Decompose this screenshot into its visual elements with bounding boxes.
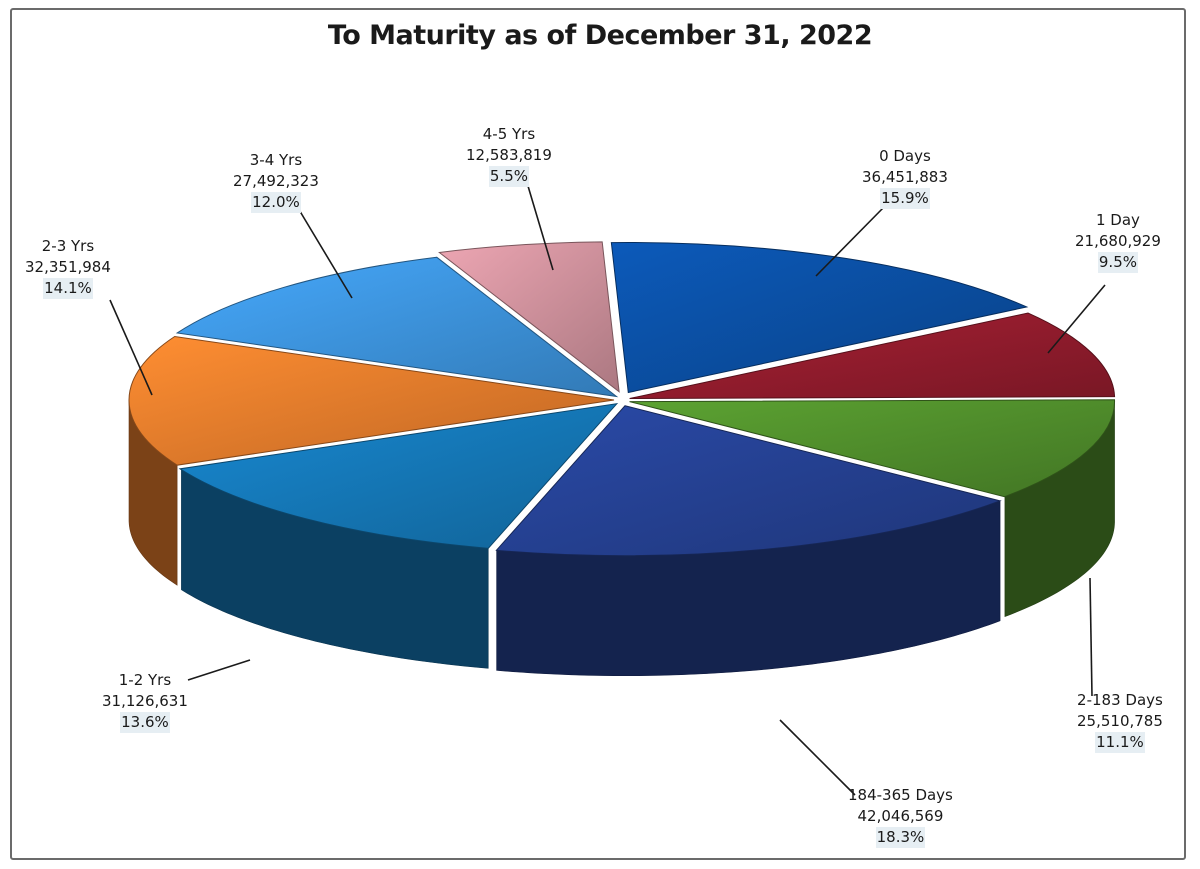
slice-label-name: 1 Day [1095,211,1140,229]
slice-label-value: 27,492,323 [233,172,319,190]
slice-label-name: 2-183 Days [1077,691,1163,709]
slice-2-3-yrs [128,335,615,466]
slice-label-4-5-yrs: 4-5 Yrs 12,583,819 5.5% [466,124,552,187]
slice-2-183-days [629,399,1116,498]
leader-line-3 [779,719,856,796]
slice-label-value: 12,583,819 [466,146,552,164]
slice-0-days [610,241,1029,394]
slice-label-percent: 13.6% [120,712,170,733]
slice-label-3-4-yrs: 3-4 Yrs 27,492,323 12.0% [233,150,319,213]
leader-line-7 [527,185,554,271]
slice-label-value: 32,351,984 [25,258,111,276]
slice-label-name: 2-3 Yrs [41,237,95,255]
leader-lines [109,185,1106,796]
slice-label-2-183-days: 2-183 Days 25,510,785 11.1% [1077,690,1163,753]
slice-label-name: 3-4 Yrs [249,151,303,169]
slice-label-184-365-days: 184-365 Days 42,046,569 18.3% [848,785,953,848]
slice-label-name: 4-5 Yrs [482,125,536,143]
slice-184-365-days [495,405,1002,557]
slice-label-percent: 18.3% [875,827,926,848]
slice-label-2-3-yrs: 2-3 Yrs 32,351,984 14.1% [25,236,111,299]
chart-border [10,8,1186,860]
leader-line-6 [297,207,353,299]
slice-label-1-2-yrs: 1-2 Yrs 31,126,631 13.6% [102,670,188,733]
slice-label-percent: 14.1% [43,278,93,299]
slice-label-percent: 9.5% [1097,252,1138,273]
slice-label-0-days: 0 Days 36,451,883 15.9% [862,146,948,209]
slice-label-value: 36,451,883 [862,168,948,186]
slice-label-value: 42,046,569 [857,807,944,825]
leader-line-2 [1089,577,1093,697]
slice-label-value: 21,680,929 [1075,232,1161,250]
pie-tops [128,241,1116,557]
leader-line-4 [187,659,251,681]
leader-line-0 [815,205,886,277]
slice-label-1-day: 1 Day 21,680,929 9.5% [1075,210,1161,273]
slice-3-4-yrs [175,256,619,398]
slice-label-value: 25,510,785 [1077,712,1163,730]
slice-1-day [629,312,1116,400]
slice-label-percent: 15.9% [880,188,930,209]
pie-sides [128,400,1115,677]
leader-line-5 [109,299,153,396]
leader-line-1 [1047,284,1106,354]
slice-label-percent: 5.5% [488,166,529,187]
slice-label-name: 0 Days [879,147,931,165]
slice-4-5-yrs [438,241,620,393]
slice-label-percent: 11.1% [1095,732,1145,753]
slice-label-name: 1-2 Yrs [118,671,172,689]
slice-label-name: 184-365 Days [848,786,953,804]
chart-title: To Maturity as of December 31, 2022 [327,20,873,51]
slice-1-2-yrs [178,402,619,549]
slice-label-percent: 12.0% [251,192,301,213]
slice-label-value: 31,126,631 [102,692,188,710]
